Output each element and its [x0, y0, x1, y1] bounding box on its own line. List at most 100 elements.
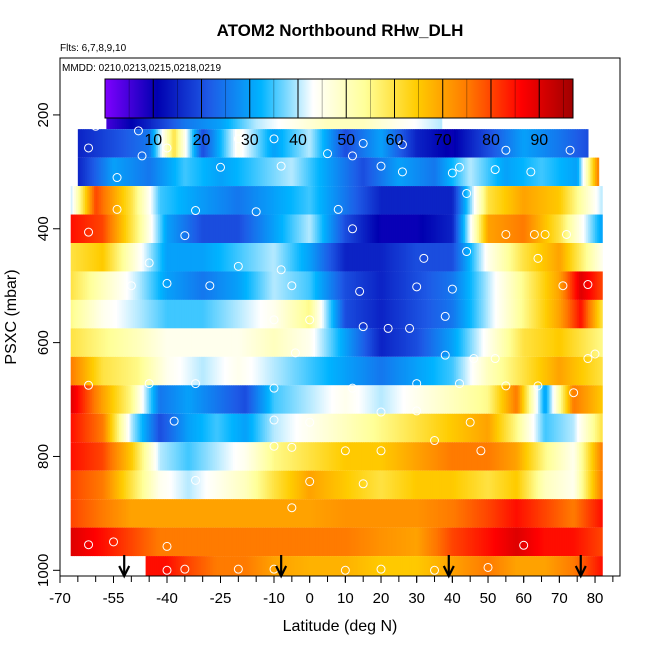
- heatmap-cell: [388, 413, 391, 443]
- heatmap-cell: [216, 299, 220, 329]
- heatmap-cell: [208, 470, 211, 500]
- heatmap-cell: [218, 470, 222, 500]
- heatmap-cell: [86, 214, 90, 243]
- heatmap-cell: [249, 556, 252, 576]
- heatmap-cell: [138, 129, 141, 158]
- heatmap-cell: [527, 271, 530, 300]
- heatmap-cell: [104, 413, 107, 443]
- heatmap-cell: [377, 186, 380, 215]
- heatmap-cell: [275, 356, 279, 386]
- heatmap-cell: [461, 442, 464, 471]
- heatmap-cell: [359, 271, 363, 300]
- heatmap-cell: [227, 328, 231, 357]
- heatmap-cell: [350, 328, 354, 357]
- heatmap-cell: [268, 186, 272, 215]
- heatmap-cell: [179, 214, 182, 243]
- heatmap-cell: [92, 214, 95, 243]
- heatmap-cell: [142, 157, 145, 187]
- heatmap-cell: [101, 186, 104, 215]
- heatmap-cell: [313, 299, 316, 329]
- heatmap-cell: [480, 442, 484, 471]
- heatmap-cell: [568, 413, 571, 443]
- heatmap-cell: [543, 385, 546, 414]
- heatmap-cell: [163, 271, 166, 300]
- heatmap-cell: [338, 186, 341, 215]
- heatmap-cell: [422, 442, 425, 471]
- heatmap-cell: [450, 442, 453, 471]
- heatmap-cell: [161, 385, 165, 414]
- heatmap-cell: [158, 328, 161, 357]
- heatmap-cell: [329, 243, 332, 272]
- heatmap-cell: [509, 243, 512, 272]
- heatmap-cell: [238, 328, 241, 357]
- heatmap-cell: [270, 413, 273, 443]
- heatmap-cell: [447, 356, 450, 386]
- heatmap-cell: [381, 271, 384, 300]
- heatmap-cell: [168, 442, 172, 471]
- heatmap-cell: [238, 243, 241, 272]
- heatmap-cell: [316, 470, 320, 500]
- heatmap-cell: [416, 527, 420, 557]
- heatmap-cell: [209, 243, 213, 272]
- heatmap-cell: [97, 299, 100, 329]
- heatmap-cell: [204, 470, 207, 500]
- heatmap-cell: [154, 299, 157, 329]
- heatmap-cell: [322, 243, 325, 272]
- heatmap-cell: [375, 499, 379, 528]
- heatmap-cell: [165, 299, 168, 329]
- heatmap-cell: [473, 413, 477, 443]
- heatmap-cell: [439, 328, 443, 357]
- heatmap-cell: [161, 328, 165, 357]
- heatmap-cell: [77, 186, 81, 215]
- heatmap-cell: [284, 470, 288, 500]
- heatmap-cell: [407, 328, 411, 357]
- heatmap-cell: [359, 214, 363, 243]
- heatmap-cell: [175, 186, 179, 215]
- heatmap-cell: [587, 442, 591, 471]
- heatmap-cell: [138, 271, 141, 300]
- heatmap-cell: [224, 556, 227, 576]
- heatmap-cell: [175, 556, 179, 576]
- heatmap-cell: [313, 214, 316, 243]
- heatmap-cell: [117, 271, 120, 300]
- heatmap-cell: [270, 214, 273, 243]
- heatmap-cell: [554, 214, 557, 243]
- heatmap-cell: [430, 499, 434, 528]
- heatmap-cell: [261, 356, 264, 386]
- sample-point: [383, 323, 393, 333]
- heatmap-cell: [463, 413, 466, 443]
- heatmap-cell: [101, 328, 104, 357]
- heatmap-cell: [209, 214, 213, 243]
- heatmap-cell: [512, 556, 516, 576]
- heatmap-cell: [466, 243, 470, 272]
- heatmap-cell: [552, 186, 555, 215]
- heatmap-cell: [99, 470, 102, 500]
- heatmap-cell: [345, 442, 348, 471]
- heatmap-cell: [530, 356, 534, 386]
- heatmap-cell: [495, 129, 498, 158]
- heatmap-cell: [384, 299, 387, 329]
- heatmap-cell: [386, 413, 389, 443]
- heatmap-cell: [404, 527, 407, 557]
- heatmap-cell: [471, 442, 475, 471]
- heatmap-cell: [179, 129, 182, 158]
- heatmap-cell: [232, 299, 236, 329]
- heatmap-cell: [200, 470, 204, 500]
- heatmap-cell: [306, 129, 309, 158]
- heatmap-cell: [479, 385, 482, 414]
- heatmap-cell: [293, 129, 297, 158]
- heatmap-cell: [530, 214, 534, 243]
- heatmap-cell: [566, 243, 569, 272]
- heatmap-cell: [407, 499, 411, 528]
- heatmap-cell: [552, 413, 555, 443]
- heatmap-cell: [364, 499, 368, 528]
- heatmap-cell: [468, 271, 471, 300]
- heatmap-cell: [111, 413, 115, 443]
- heatmap-cell: [227, 271, 231, 300]
- heatmap-cell: [420, 356, 423, 386]
- heatmap-cell: [224, 129, 227, 158]
- heatmap-cell: [468, 356, 471, 386]
- heatmap-cell: [445, 385, 448, 414]
- heatmap-cell: [131, 499, 134, 528]
- heatmap-cell: [291, 157, 295, 187]
